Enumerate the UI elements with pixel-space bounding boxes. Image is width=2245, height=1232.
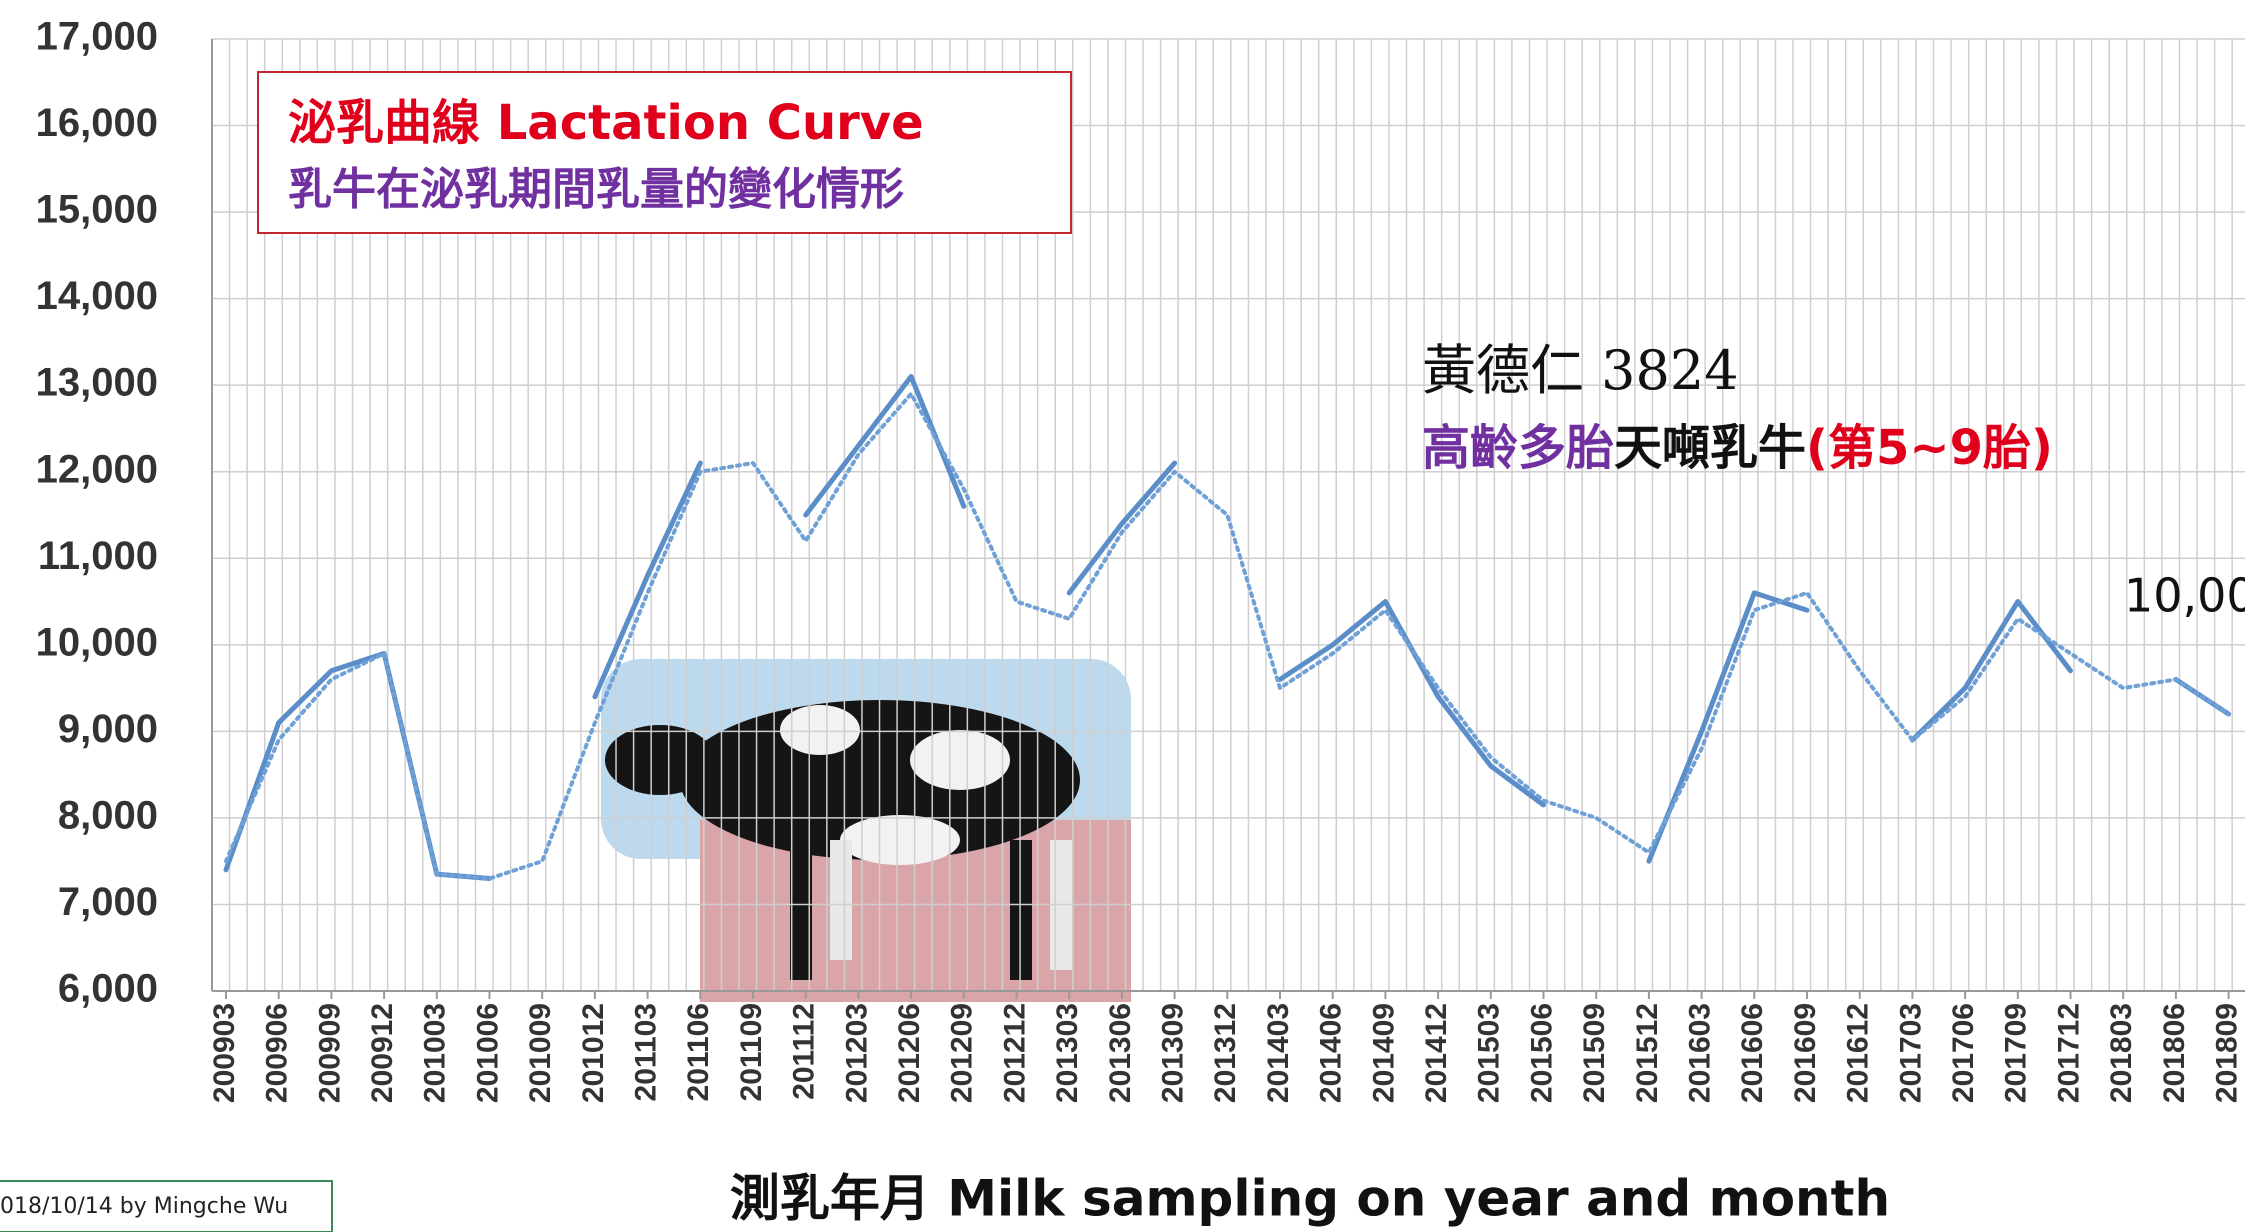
x-tick-label: 201609 (1789, 1003, 1822, 1103)
x-tick-label: 201506 (1525, 1003, 1558, 1103)
x-tick-label: 200912 (366, 1003, 399, 1103)
y-tick-label: 15,000 (36, 188, 158, 232)
cow-desc-part: (第5~9胎) (1806, 420, 2053, 476)
cow-desc: 高齡多胎天噸乳牛(第5~9胎) (1422, 420, 2053, 476)
y-tick-label: 17,000 (36, 15, 158, 59)
series-line (592, 460, 703, 700)
y-tick-label: 9,000 (58, 707, 158, 751)
x-tick-label: 201303 (1051, 1003, 1084, 1103)
y-tick-label: 8,000 (58, 793, 158, 837)
y-tick-label: 7,000 (58, 880, 158, 924)
x-tick-label: 201209 (946, 1003, 979, 1103)
x-tick-label: 200906 (261, 1003, 294, 1103)
x-tick-label: 201703 (1894, 1003, 1927, 1103)
x-tick-label: 201006 (471, 1003, 504, 1103)
x-tick-label: 201206 (893, 1003, 926, 1103)
cow-desc-part: 天噸乳牛 (1614, 420, 1806, 476)
x-tick-label: 201112 (788, 1003, 821, 1100)
x-tick-label: 200903 (208, 1003, 241, 1103)
credit-box (0, 1180, 333, 1232)
x-tick-label: 201406 (1315, 1003, 1348, 1103)
series-line (1277, 599, 1546, 808)
x-tick-label: 201203 (840, 1003, 873, 1103)
x-tick-label: 201106 (682, 1003, 715, 1101)
series-line (1646, 590, 1810, 864)
x-tick-label: 201412 (1420, 1003, 1453, 1103)
credit: 2018/10/14 by Mingche Wu (0, 1194, 288, 1219)
chart-subtitle: 乳牛在泌乳期間乳量的變化情形 (288, 164, 904, 215)
x-axis-title: 測乳年月 Milk sampling on year and month (730, 1170, 1890, 1228)
x-tick-label: 201612 (1842, 1003, 1875, 1103)
plot: 6,000 7,000 8,000 9,000 10,000 11,000 12,000 13… (36, 15, 2245, 1103)
cow-id: 黃德仁 3824 (1422, 339, 1739, 402)
series-line (224, 391, 2231, 881)
x-tick-label: 201803 (2105, 1003, 2138, 1103)
x-tick-label: 201306 (1104, 1003, 1137, 1103)
x-tick-label: 201003 (419, 1003, 452, 1103)
x-tick-label: 201409 (1367, 1003, 1400, 1103)
x-tick-label: 201806 (2158, 1003, 2191, 1103)
x-tick-label: 201403 (1262, 1003, 1295, 1103)
x-tick-label: 200909 (313, 1003, 346, 1103)
x-tick-label: 201312 (1209, 1003, 1242, 1103)
x-tick-label: 201606 (1736, 1003, 1769, 1103)
x-tick-label: 201212 (998, 1003, 1031, 1103)
cow-picture (601, 659, 1131, 1002)
title-box (257, 71, 1072, 234)
x-tick-label: 201109 (735, 1003, 768, 1101)
x-tick-label: 201712 (2052, 1003, 2085, 1103)
x-tick-label: 201509 (1578, 1003, 1611, 1103)
y-tick-label: 13,000 (36, 361, 158, 405)
x-tick-label: 201309 (1157, 1003, 1190, 1103)
x-tick-label: 201503 (1473, 1003, 1506, 1103)
y-tick-label: 11,000 (38, 534, 158, 578)
x-tick-label: 201512 (1631, 1003, 1664, 1103)
x-tick-label: 201603 (1684, 1003, 1717, 1103)
series-line (1066, 460, 1178, 596)
x-tick-label: 201706 (1947, 1003, 1980, 1103)
x-tick-label: 201103 (630, 1003, 663, 1101)
y-tick-label: 12,000 (36, 447, 158, 491)
y-tick-label: 6,000 (58, 967, 158, 1011)
x-tick-label: 201709 (2000, 1003, 2033, 1103)
x-tick-label: 201012 (577, 1003, 610, 1103)
x-tick-label: 201009 (524, 1003, 557, 1103)
y-tick-label: 14,000 (36, 274, 158, 318)
y-tick-label: 10,000 (36, 620, 158, 664)
cow-desc-part: 高齡多胎 (1422, 420, 1614, 476)
x-tick-label: 201809 (2211, 1003, 2244, 1103)
chart-title: 泌乳曲線 Lactation Curve (288, 95, 924, 151)
series-line (1909, 599, 2073, 743)
target-label: 10,000 (2124, 569, 2245, 623)
y-tick-label: 16,000 (36, 101, 158, 145)
